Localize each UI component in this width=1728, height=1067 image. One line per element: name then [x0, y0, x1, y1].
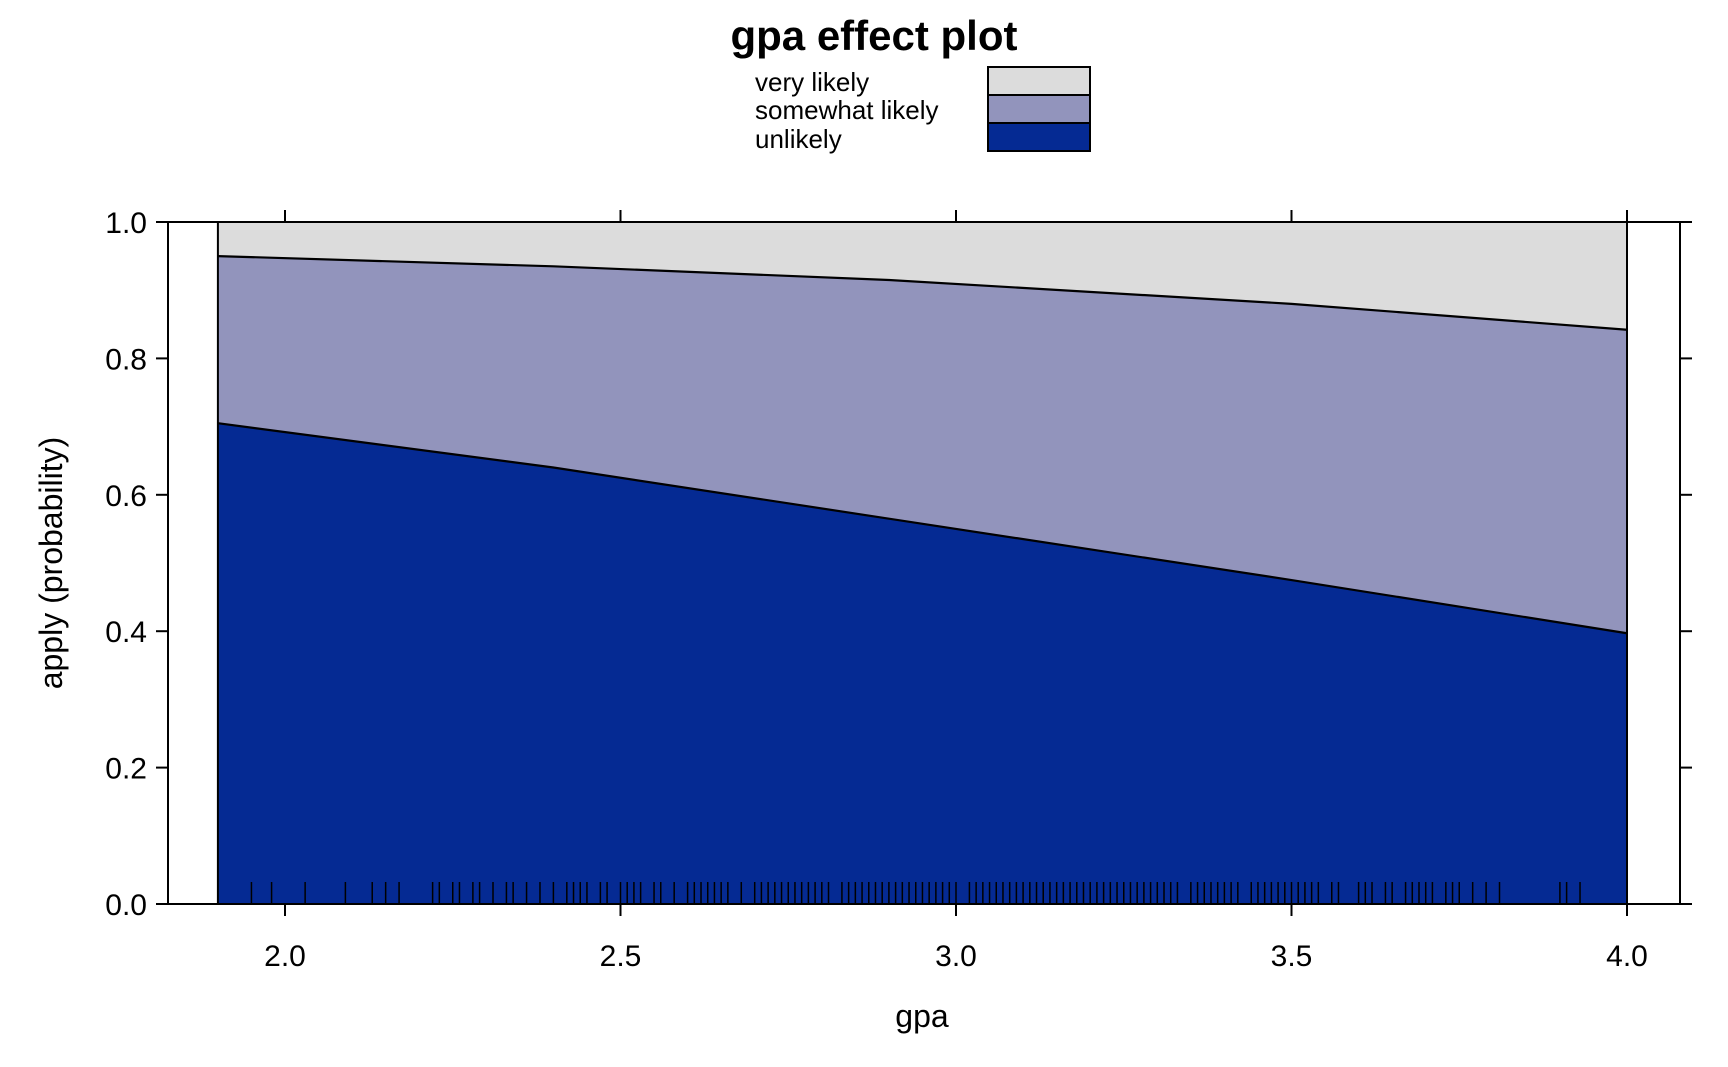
legend-label-somewhat-likely: somewhat likely — [755, 95, 939, 125]
legend-label-very-likely: very likely — [755, 67, 869, 97]
y-tick-label: 0.8 — [105, 343, 147, 376]
y-tick-label: 0.0 — [105, 889, 147, 922]
rug-marks — [250, 882, 1581, 904]
area-somewhat-likely — [217, 256, 1627, 634]
y-axis-label: apply (probability) — [33, 437, 69, 690]
legend-swatch-very-likely — [987, 66, 1091, 96]
legend-swatch-unlikely — [987, 122, 1091, 152]
x-tick-label: 2.0 — [264, 940, 306, 973]
plot-frame — [167, 221, 1681, 905]
y-tick-label: 0.4 — [105, 616, 147, 649]
x-tick-label: 3.0 — [935, 940, 977, 973]
x-tick-label: 3.5 — [1271, 940, 1313, 973]
chart-title: gpa effect plot — [730, 12, 1017, 59]
y-axis: apply (probability) 0.0 0.2 0.4 0.6 0.8 1.0 — [33, 207, 1692, 922]
x-tick-label: 4.0 — [1606, 940, 1648, 973]
legend-label-unlikely: unlikely — [755, 124, 842, 154]
x-axis: gpa 2.0 2.5 3.0 3.5 4.0 — [264, 210, 1648, 1034]
x-axis-label: gpa — [895, 998, 949, 1034]
legend: very likely somewhat likely unlikely — [755, 66, 1091, 154]
y-tick-label: 0.2 — [105, 753, 147, 786]
area-unlikely — [217, 423, 1627, 904]
plot-area — [167, 221, 1681, 905]
x-tick-label: 2.5 — [600, 940, 642, 973]
boundary-somewhat-likely — [217, 255, 1628, 331]
boundary-unlikely — [217, 422, 1628, 635]
y-tick-label: 1.0 — [105, 207, 147, 240]
legend-swatch-somewhat-likely — [987, 94, 1091, 124]
y-tick-label: 0.6 — [105, 480, 147, 513]
